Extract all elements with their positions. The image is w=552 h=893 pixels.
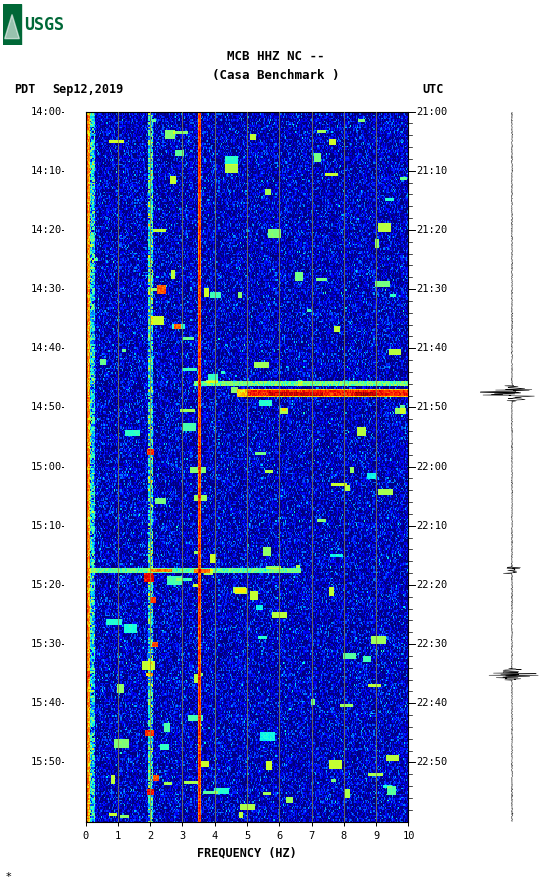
Text: 15:30: 15:30	[31, 639, 62, 649]
Text: 21:10: 21:10	[416, 166, 448, 176]
Text: *: *	[6, 872, 11, 882]
Text: 22:50: 22:50	[416, 757, 448, 767]
Text: 15:00: 15:00	[31, 462, 62, 472]
Text: 21:00: 21:00	[416, 106, 448, 117]
Text: 15:10: 15:10	[31, 521, 62, 530]
Text: UTC: UTC	[422, 83, 444, 96]
Text: 22:20: 22:20	[416, 580, 448, 590]
Text: 14:50: 14:50	[31, 403, 62, 413]
Text: 14:00: 14:00	[31, 106, 62, 117]
Polygon shape	[3, 4, 22, 45]
X-axis label: FREQUENCY (HZ): FREQUENCY (HZ)	[197, 847, 297, 859]
Polygon shape	[5, 14, 19, 38]
Text: 14:30: 14:30	[31, 284, 62, 294]
Text: 21:30: 21:30	[416, 284, 448, 294]
Text: PDT: PDT	[14, 83, 35, 96]
Text: USGS: USGS	[25, 15, 65, 34]
Text: 14:10: 14:10	[31, 166, 62, 176]
Text: 15:40: 15:40	[31, 698, 62, 708]
Text: (Casa Benchmark ): (Casa Benchmark )	[213, 69, 339, 81]
Text: 15:20: 15:20	[31, 580, 62, 590]
Text: 15:50: 15:50	[31, 757, 62, 767]
Text: 21:50: 21:50	[416, 403, 448, 413]
Text: 14:40: 14:40	[31, 343, 62, 354]
Text: 22:40: 22:40	[416, 698, 448, 708]
Text: Sep12,2019: Sep12,2019	[52, 83, 124, 96]
Text: MCB HHZ NC --: MCB HHZ NC --	[227, 50, 325, 63]
Text: 22:00: 22:00	[416, 462, 448, 472]
Text: 22:10: 22:10	[416, 521, 448, 530]
Text: 21:40: 21:40	[416, 343, 448, 354]
Text: 14:20: 14:20	[31, 225, 62, 235]
Text: 22:30: 22:30	[416, 639, 448, 649]
Text: 21:20: 21:20	[416, 225, 448, 235]
